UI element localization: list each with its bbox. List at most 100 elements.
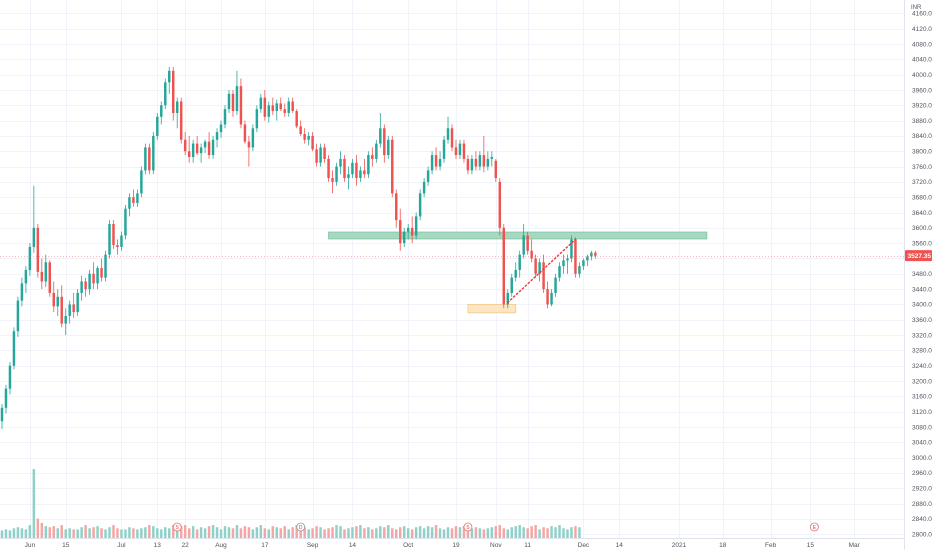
volume-bar [398,527,402,538]
volume-bar [195,529,199,538]
volume-bar [490,527,494,538]
candle-body [466,158,470,171]
time-tick-label: Sep [307,542,319,549]
volume-bar [271,526,275,538]
candle-body [207,141,211,156]
time-tick-label: Dec [578,542,590,549]
volume-bar [410,529,414,538]
volume-bar [506,529,509,538]
candle-body [100,268,103,278]
volume-bar [211,525,215,538]
candle-body [474,158,478,167]
price-tick-label: 3840.00 [912,133,932,140]
candle-body [179,101,183,140]
volume-bar [207,526,211,538]
resistance-zone[interactable] [328,231,708,240]
volume-bar [132,528,135,538]
volume-bar [239,528,243,538]
candle-body [486,158,490,167]
volume-bar [375,528,378,538]
candle-body [570,239,573,259]
candle-body [72,304,75,313]
volume-bar [466,529,470,538]
candle-body [4,388,8,408]
time-tick-label: 2021 [672,542,687,549]
volume-bar [371,529,374,538]
volume-bar [307,529,310,538]
price-tick-label: 3800.00 [912,149,932,156]
event-marker-circle [463,522,473,532]
price-tick-label: 3400.00 [912,302,932,309]
candle-body [375,143,378,159]
event-marker-label: D [299,525,303,531]
support-zone[interactable] [467,304,517,314]
volume-bar [454,526,458,538]
candle-body [379,128,382,144]
time-tick-label: 13 [154,542,162,549]
trendline[interactable] [507,238,577,304]
volume-bar [12,528,16,538]
candle-body [36,227,40,272]
candle-body [108,224,111,255]
candle-body [168,70,171,83]
price-axis[interactable]: 2800.00 2840.00 2880.00 2920.00 2960.00 3000.… [911,5,932,538]
volume-bar [152,526,155,538]
candle-body [140,170,143,194]
price-tick-label: 4120.00 [912,26,932,33]
candle-body [422,181,426,194]
candle-body [203,141,207,148]
time-tick-label: 22 [182,542,190,549]
candle-body [538,262,541,274]
price-tick-label: 3760.00 [912,164,932,171]
event-marker[interactable]: D [296,522,306,532]
volume-bar [351,527,354,538]
volume-bar [414,527,418,538]
volume-bar [267,529,271,538]
candle-body [52,292,55,307]
event-marker[interactable]: E [809,522,819,532]
candle-body [68,304,71,316]
candle-body [215,132,219,140]
volume-bar [430,527,434,538]
candle-body [391,139,394,194]
volume-bar [227,527,231,538]
candle-body [478,155,482,167]
event-marker[interactable]: S [463,522,473,532]
candle-body [363,170,366,175]
time-tick-label: 11 [524,542,531,549]
volume-bar [148,525,151,538]
volume-bar [28,525,32,538]
price-tick-label: 3720.00 [912,179,932,186]
candle-body [219,124,223,133]
candle-body [279,103,282,110]
candle-body [387,139,390,156]
candle-body [8,365,12,389]
volume-bar [498,525,502,538]
event-marker-label: S [176,525,180,531]
candle-body [371,155,374,159]
volume-bar [534,525,537,538]
volume-bar [68,528,71,538]
volume-bar [367,527,370,538]
price-tick-label: 3680.00 [912,195,932,202]
price-tick-label: 3320.00 [912,332,932,339]
price-tick-label: 3920.00 [912,103,932,110]
candle-body [48,262,52,293]
candle-body [64,315,67,324]
volume-bar [4,529,8,538]
drawn-lines[interactable] [0,238,904,304]
candle-body [148,147,151,171]
time-axis[interactable]: Jun 15 Jul 13 22 Aug 17 Sep 14 Oct 19 Nov 11 Dec 14 202… [25,542,861,549]
candle-body [28,246,32,270]
drawn-zones[interactable] [328,231,708,314]
volume-bar [199,527,203,538]
candle-body [171,70,175,113]
volume-bar [175,527,179,538]
time-tick-label: 19 [452,542,460,549]
volume-bar [299,528,302,538]
candle-body [255,109,259,129]
event-marker[interactable]: S [172,522,182,532]
volume-bar [183,525,187,538]
